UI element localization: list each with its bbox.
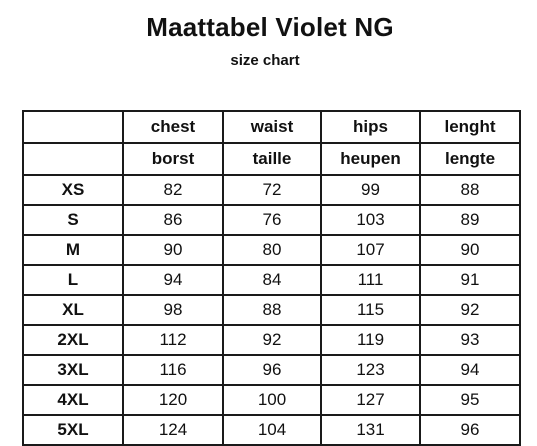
length-value: 92 (419, 294, 521, 326)
length-value: 96 (419, 414, 521, 446)
waist-value: 92 (222, 324, 322, 356)
chest-value: 82 (122, 174, 224, 206)
header-borst: borst (122, 142, 224, 176)
length-value: 88 (419, 174, 521, 206)
waist-value: 72 (222, 174, 322, 206)
header-corner-cell (22, 142, 124, 176)
header-row-dutch: borst taille heupen lengte (22, 142, 521, 176)
table-row: L 94 84 111 91 (22, 264, 521, 296)
header-length: lenght (419, 110, 521, 144)
chest-value: 120 (122, 384, 224, 416)
size-label: 3XL (22, 354, 124, 386)
waist-value: 88 (222, 294, 322, 326)
header-heupen: heupen (320, 142, 421, 176)
length-value: 89 (419, 204, 521, 236)
hips-value: 99 (320, 174, 421, 206)
header-taille: taille (222, 142, 322, 176)
chest-value: 90 (122, 234, 224, 266)
hips-value: 111 (320, 264, 421, 296)
waist-value: 84 (222, 264, 322, 296)
chest-value: 98 (122, 294, 224, 326)
size-label: 5XL (22, 414, 124, 446)
waist-value: 96 (222, 354, 322, 386)
hips-value: 119 (320, 324, 421, 356)
length-value: 93 (419, 324, 521, 356)
waist-value: 80 (222, 234, 322, 266)
chest-value: 124 (122, 414, 224, 446)
table-row: XL 98 88 115 92 (22, 294, 521, 326)
size-label: 4XL (22, 384, 124, 416)
size-label: 2XL (22, 324, 124, 356)
header-chest: chest (122, 110, 224, 144)
chest-value: 112 (122, 324, 224, 356)
chest-value: 86 (122, 204, 224, 236)
chest-value: 116 (122, 354, 224, 386)
table-row: 3XL 116 96 123 94 (22, 354, 521, 386)
hips-value: 107 (320, 234, 421, 266)
length-value: 95 (419, 384, 521, 416)
table-row: 2XL 112 92 119 93 (22, 324, 521, 356)
waist-value: 100 (222, 384, 322, 416)
header-lengte: lengte (419, 142, 521, 176)
table-row: M 90 80 107 90 (22, 234, 521, 266)
chest-value: 94 (122, 264, 224, 296)
hips-value: 115 (320, 294, 421, 326)
size-label: XL (22, 294, 124, 326)
hips-value: 131 (320, 414, 421, 446)
header-row-english: chest waist hips lenght (22, 110, 521, 144)
size-label: XS (22, 174, 124, 206)
hips-value: 103 (320, 204, 421, 236)
size-label: L (22, 264, 124, 296)
length-value: 90 (419, 234, 521, 266)
length-value: 94 (419, 354, 521, 386)
size-label: M (22, 234, 124, 266)
table-row: 5XL 124 104 131 96 (22, 414, 521, 446)
waist-value: 104 (222, 414, 322, 446)
page-title: Maattabel Violet NG (146, 12, 394, 42)
header-hips: hips (320, 110, 421, 144)
table-row: S 86 76 103 89 (22, 204, 521, 236)
hips-value: 127 (320, 384, 421, 416)
size-table: chest waist hips lenght borst taille heu… (22, 110, 521, 446)
hips-value: 123 (320, 354, 421, 386)
header-corner-cell (22, 110, 124, 144)
length-value: 91 (419, 264, 521, 296)
page-subtitle: size chart (230, 52, 300, 69)
size-label: S (22, 204, 124, 236)
table-row: 4XL 120 100 127 95 (22, 384, 521, 416)
header-waist: waist (222, 110, 322, 144)
table-row: XS 82 72 99 88 (22, 174, 521, 206)
waist-value: 76 (222, 204, 322, 236)
